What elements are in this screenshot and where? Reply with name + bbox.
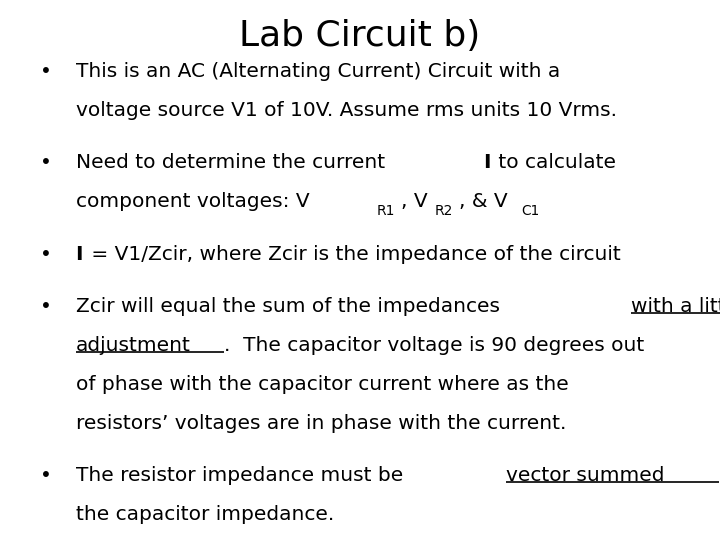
Text: vector summed: vector summed bbox=[506, 466, 671, 485]
Text: Need to determine the current: Need to determine the current bbox=[76, 153, 391, 172]
Text: resistors’ voltages are in phase with the current.: resistors’ voltages are in phase with th… bbox=[76, 414, 566, 433]
Text: , & V: , & V bbox=[459, 192, 508, 211]
Text: •: • bbox=[40, 245, 51, 264]
Text: •: • bbox=[40, 466, 51, 485]
Text: I: I bbox=[482, 153, 490, 172]
Text: voltage source V1 of 10V. Assume rms units 10 Vrms.: voltage source V1 of 10V. Assume rms uni… bbox=[76, 101, 616, 120]
Text: to calculate: to calculate bbox=[492, 153, 616, 172]
Text: Zcir will equal the sum of the impedances: Zcir will equal the sum of the impedance… bbox=[76, 297, 506, 316]
Text: Lab Circuit b): Lab Circuit b) bbox=[239, 19, 481, 53]
Text: This is an AC (Alternating Current) Circuit with a: This is an AC (Alternating Current) Circ… bbox=[76, 62, 560, 81]
Text: The resistor impedance must be: The resistor impedance must be bbox=[76, 466, 409, 485]
Text: of phase with the capacitor current where as the: of phase with the capacitor current wher… bbox=[76, 375, 568, 394]
Text: •: • bbox=[40, 153, 51, 172]
Text: •: • bbox=[40, 297, 51, 316]
Text: •: • bbox=[40, 62, 51, 81]
Text: = V1/Zcir, where Zcir is the impedance of the circuit: = V1/Zcir, where Zcir is the impedance o… bbox=[85, 245, 621, 264]
Text: I: I bbox=[76, 245, 83, 264]
Text: adjustment: adjustment bbox=[76, 336, 191, 355]
Text: C1: C1 bbox=[521, 204, 540, 218]
Text: with a little: with a little bbox=[631, 297, 720, 316]
Text: the capacitor impedance.: the capacitor impedance. bbox=[76, 505, 334, 524]
Text: , V: , V bbox=[401, 192, 428, 211]
Text: R2: R2 bbox=[435, 204, 454, 218]
Text: component voltages: V: component voltages: V bbox=[76, 192, 309, 211]
Text: R1: R1 bbox=[377, 204, 395, 218]
Text: .  The capacitor voltage is 90 degrees out: . The capacitor voltage is 90 degrees ou… bbox=[224, 336, 644, 355]
Text: with: with bbox=[719, 466, 720, 485]
